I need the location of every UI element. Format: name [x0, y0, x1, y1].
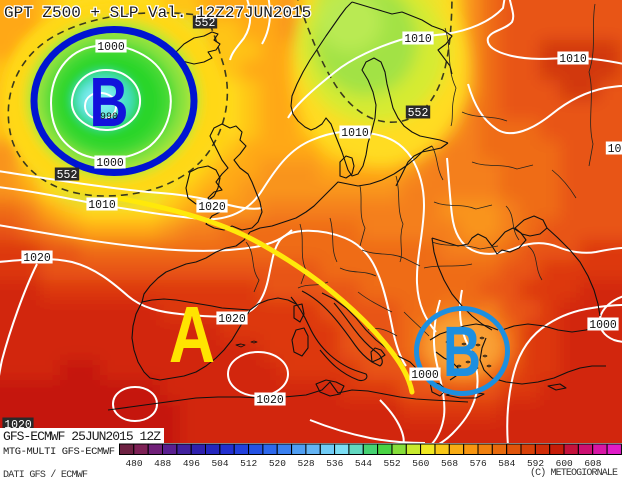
- svg-text:544: 544: [355, 458, 372, 469]
- svg-text:504: 504: [211, 458, 228, 469]
- svg-text:512: 512: [240, 458, 257, 469]
- svg-text:A: A: [169, 290, 215, 379]
- svg-text:1000: 1000: [97, 41, 125, 54]
- svg-text:552: 552: [57, 169, 78, 182]
- svg-text:528: 528: [298, 458, 315, 469]
- svg-text:1020: 1020: [23, 252, 51, 265]
- svg-text:GFS-ECMWF 25JUN2015 12Z: GFS-ECMWF 25JUN2015 12Z: [3, 429, 161, 444]
- svg-text:1020: 1020: [256, 394, 284, 407]
- svg-text:1010: 1010: [559, 53, 587, 66]
- svg-text:(C) METEOGIORNALE: (C) METEOGIORNALE: [530, 467, 618, 479]
- svg-text:552: 552: [384, 458, 401, 469]
- svg-text:1000: 1000: [589, 319, 617, 332]
- svg-text:496: 496: [183, 458, 200, 469]
- svg-text:1020: 1020: [218, 313, 246, 326]
- svg-text:1020: 1020: [198, 201, 226, 214]
- svg-text:520: 520: [269, 458, 286, 469]
- svg-text:608: 608: [584, 458, 601, 469]
- svg-text:480: 480: [125, 458, 142, 469]
- svg-text:1010: 1010: [404, 33, 432, 46]
- svg-text:552: 552: [195, 17, 216, 30]
- svg-text:488: 488: [154, 458, 171, 469]
- svg-text:1010: 1010: [341, 127, 369, 140]
- svg-text:1000: 1000: [96, 157, 124, 170]
- svg-text:GPT Z500 + SLP Val. 12Z27JUN20: GPT Z500 + SLP Val. 12Z27JUN2015: [4, 4, 311, 22]
- svg-text:568: 568: [441, 458, 458, 469]
- svg-text:536: 536: [326, 458, 343, 469]
- svg-text:584: 584: [498, 458, 515, 469]
- svg-text:B: B: [90, 63, 129, 141]
- svg-text:592: 592: [527, 458, 544, 469]
- svg-text:B: B: [443, 312, 481, 392]
- svg-text:1000: 1000: [411, 369, 439, 382]
- svg-text:600: 600: [556, 458, 573, 469]
- svg-text:576: 576: [470, 458, 487, 469]
- svg-text:1010: 1010: [88, 199, 116, 212]
- svg-text:100: 100: [608, 143, 622, 156]
- svg-text:552: 552: [408, 107, 429, 120]
- svg-text:DATI GFS / ECMWF: DATI GFS / ECMWF: [3, 469, 88, 480]
- svg-text:990: 990: [100, 112, 118, 123]
- svg-text:560: 560: [412, 458, 429, 469]
- svg-text:MTG-MULTI GFS-ECMWF: MTG-MULTI GFS-ECMWF: [3, 446, 115, 458]
